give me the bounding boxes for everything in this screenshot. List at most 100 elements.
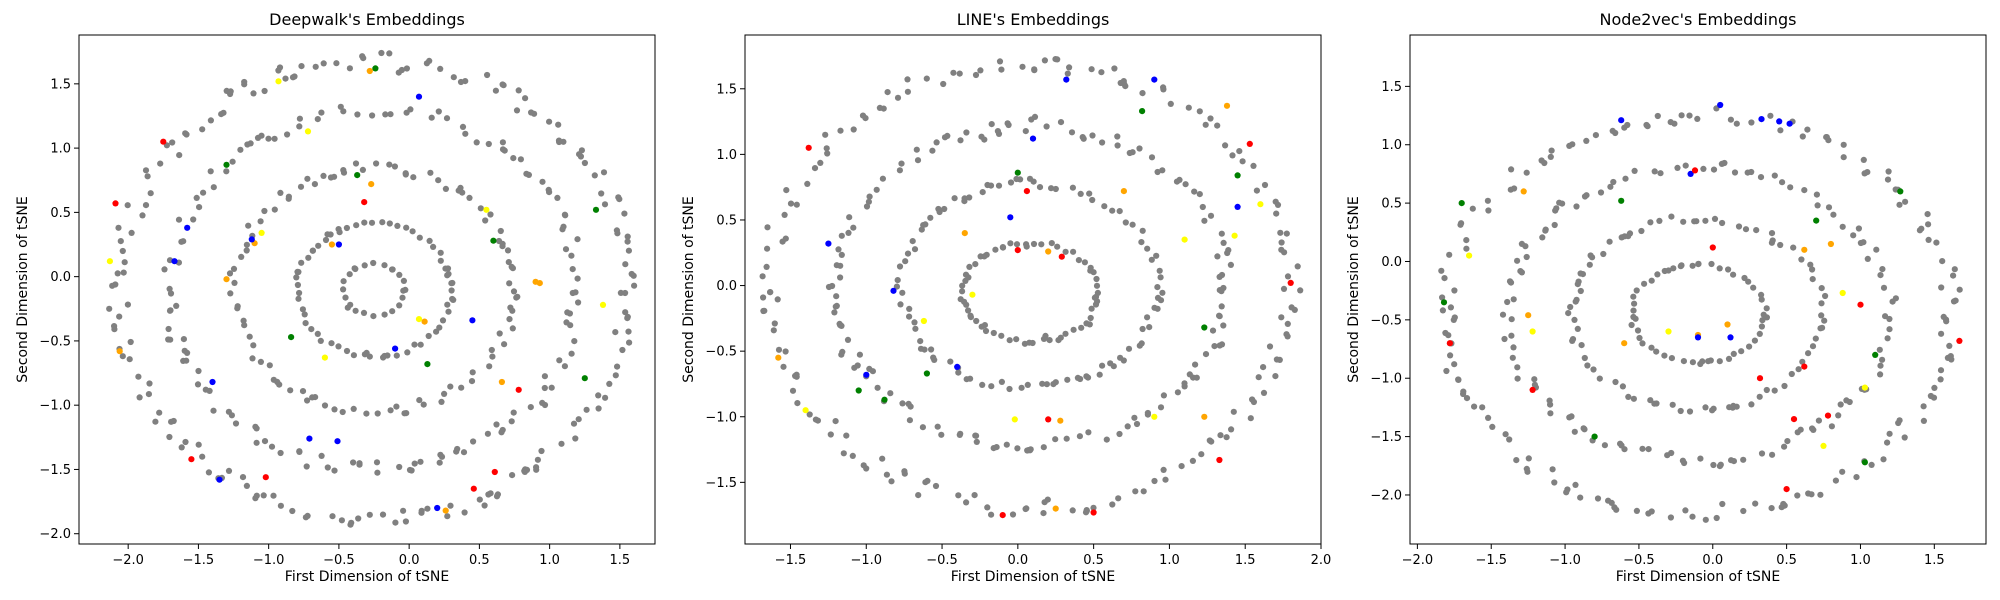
- series-point: [321, 354, 328, 361]
- grey-point: [410, 174, 417, 181]
- grey-point: [963, 376, 970, 383]
- series-point: [805, 144, 812, 151]
- grey-point: [1284, 333, 1291, 340]
- series-point: [1621, 340, 1628, 347]
- grey-point: [1607, 183, 1614, 190]
- grey-point: [136, 394, 143, 401]
- grey-point: [193, 194, 200, 201]
- grey-point: [1750, 284, 1757, 291]
- grey-point: [402, 518, 409, 525]
- grey-point: [374, 469, 381, 476]
- grey-point: [1122, 83, 1129, 90]
- grey-point: [1725, 355, 1733, 362]
- grey-point: [615, 194, 622, 201]
- grey-point: [1283, 230, 1290, 237]
- grey-point: [1218, 271, 1226, 279]
- grey-point: [200, 189, 207, 196]
- grey-point: [500, 82, 507, 89]
- series-point: [1011, 416, 1018, 423]
- grey-point: [904, 250, 912, 257]
- grey-point: [1880, 284, 1888, 291]
- grey-point: [1064, 70, 1071, 77]
- grey-point: [1855, 225, 1862, 232]
- grey-point: [856, 351, 864, 358]
- grey-point: [1189, 457, 1196, 464]
- series-point: [1857, 301, 1864, 308]
- grey-point: [476, 496, 483, 503]
- grey-point: [437, 249, 444, 256]
- grey-point: [438, 453, 446, 460]
- grey-point: [1272, 373, 1279, 380]
- grey-point: [779, 238, 786, 245]
- grey-point: [906, 305, 913, 312]
- grey-point: [1054, 243, 1061, 250]
- grey-point: [285, 195, 292, 202]
- grey-point: [1758, 323, 1765, 330]
- grey-point: [1728, 457, 1735, 464]
- series-point: [1257, 201, 1264, 208]
- grey-point: [541, 373, 549, 380]
- grey-point: [1120, 78, 1127, 85]
- grey-point: [304, 175, 311, 182]
- x-tick-label: 1.0: [1850, 553, 1871, 568]
- grey-point: [1048, 185, 1055, 192]
- grey-point: [252, 423, 259, 430]
- grey-point: [1678, 262, 1685, 269]
- y-tick-label: 1.0: [50, 142, 71, 157]
- series-point: [112, 200, 119, 207]
- grey-point: [427, 169, 434, 176]
- grey-point: [1799, 358, 1806, 365]
- series-point: [775, 354, 782, 361]
- grey-point: [1064, 376, 1071, 383]
- grey-point: [1110, 363, 1117, 370]
- grey-point: [951, 195, 958, 202]
- grey-point: [1864, 255, 1871, 262]
- series-point: [1520, 188, 1527, 195]
- grey-point: [622, 309, 629, 316]
- series-point: [923, 370, 931, 377]
- grey-point: [898, 160, 905, 167]
- grey-point: [1160, 392, 1167, 399]
- grey-point: [1667, 514, 1674, 521]
- grey-point: [1638, 227, 1645, 235]
- grey-point: [560, 223, 567, 230]
- grey-point: [1553, 205, 1560, 212]
- grey-point: [1807, 261, 1814, 268]
- grey-point: [1013, 241, 1021, 248]
- grey-point: [1779, 179, 1786, 186]
- grey-point: [178, 238, 185, 245]
- grey-point: [1229, 152, 1236, 159]
- grey-point: [595, 392, 602, 399]
- grey-point: [144, 173, 151, 180]
- grey-point: [851, 364, 858, 371]
- grey-point: [435, 177, 442, 184]
- grey-point: [990, 329, 997, 337]
- grey-point: [1086, 321, 1093, 328]
- grey-point: [1074, 374, 1081, 381]
- grey-point: [469, 369, 476, 376]
- grey-point: [1007, 240, 1014, 247]
- series-point: [1801, 246, 1808, 253]
- grey-point: [893, 283, 901, 290]
- grey-point: [403, 224, 410, 231]
- x-tick-label: 1.0: [1159, 553, 1180, 568]
- grey-point: [1622, 175, 1629, 182]
- grey-point: [1022, 128, 1029, 135]
- grey-point: [1580, 425, 1587, 432]
- series-point: [275, 78, 282, 85]
- grey-point: [763, 263, 770, 270]
- y-axis-label: Second Dimension of tSNE: [15, 196, 31, 382]
- grey-point: [1154, 294, 1162, 301]
- grey-point: [1517, 268, 1524, 275]
- grey-point: [1538, 157, 1545, 164]
- grey-point: [436, 324, 443, 331]
- grey-point: [1605, 497, 1612, 504]
- grey-point: [1937, 367, 1945, 374]
- series-point: [171, 258, 178, 265]
- grey-point: [770, 327, 777, 334]
- grey-point: [455, 187, 462, 194]
- grey-point: [1103, 436, 1110, 443]
- grey-point: [838, 251, 845, 258]
- grey-point: [394, 222, 401, 229]
- series-point: [1058, 253, 1065, 260]
